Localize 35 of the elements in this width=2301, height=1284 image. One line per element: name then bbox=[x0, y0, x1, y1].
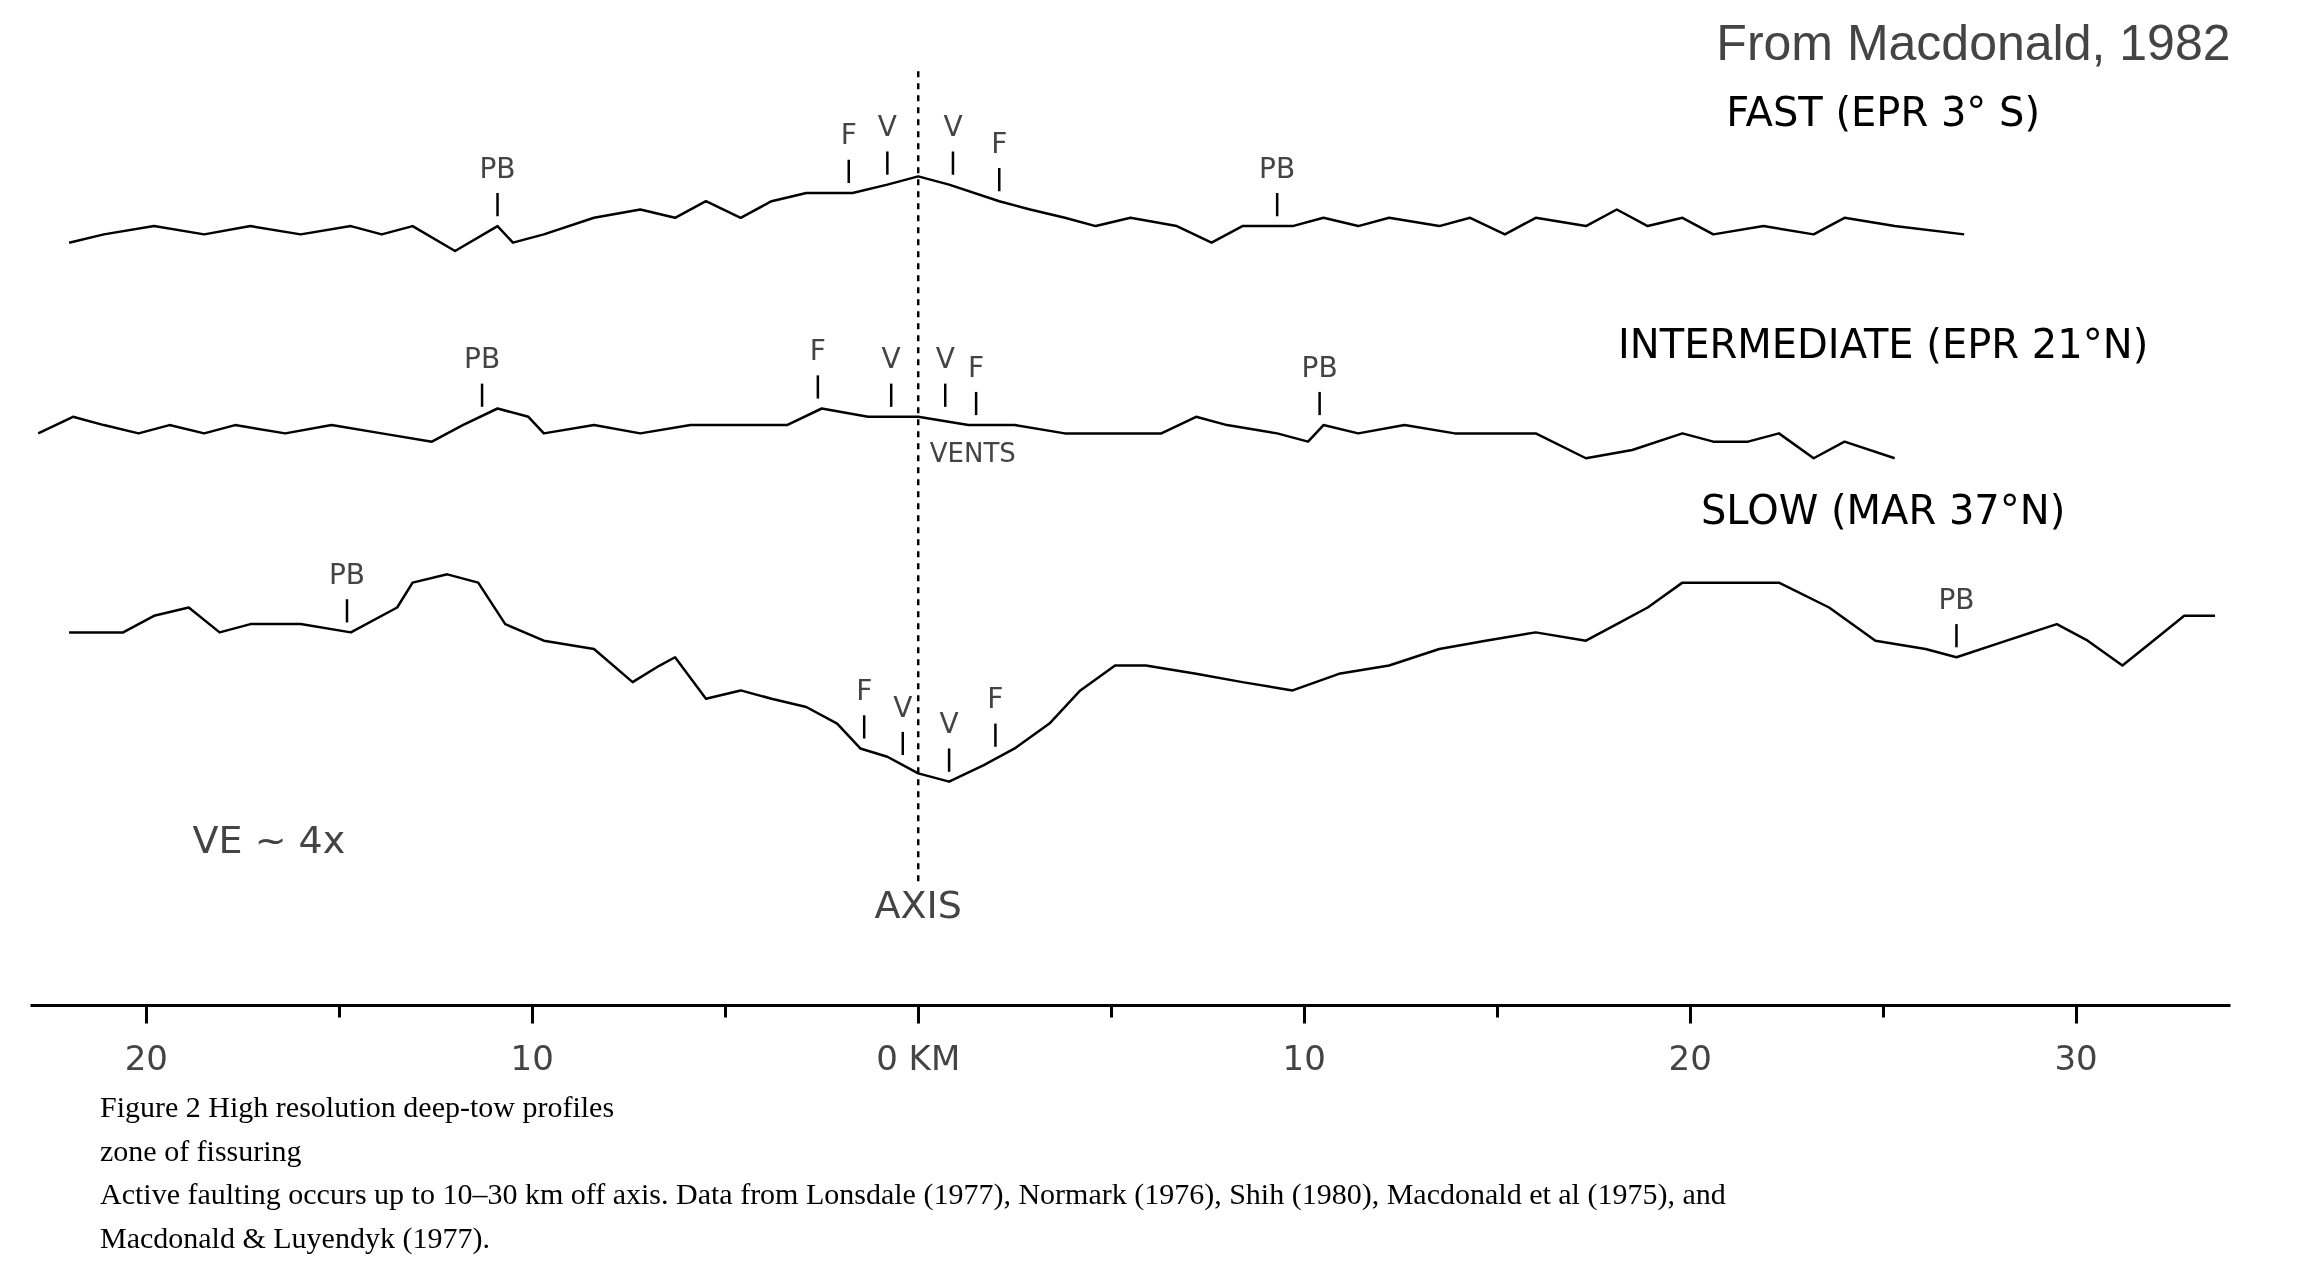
ref-line-label: AXIS bbox=[874, 882, 962, 927]
text: INTERMEDIATE (EPR 21°N) bbox=[1618, 321, 2149, 368]
x-tick-label: 10 bbox=[1282, 1037, 1326, 1078]
x-tick-label: 30 bbox=[2054, 1037, 2098, 1078]
caption: Figure 2 High resolution deep-tow profiles bbox=[100, 1090, 615, 1123]
x-tick-label: 10 bbox=[510, 1037, 554, 1078]
annotation: PB bbox=[1259, 151, 1296, 185]
annotation: V bbox=[877, 110, 897, 144]
annotation: F bbox=[809, 334, 826, 368]
annotation: PB bbox=[479, 151, 516, 185]
annotation: VE ~ 4x bbox=[192, 817, 346, 862]
annotation: V bbox=[935, 342, 955, 376]
text: Macdonald & Luyendyk (1977). bbox=[100, 1220, 490, 1254]
annotation: V bbox=[939, 707, 959, 741]
annotation: F bbox=[856, 674, 873, 707]
text: FAST (EPR 3° S) bbox=[1726, 88, 2041, 135]
text: Active faulting occurs up to 10–30 km off axis. Data from Lonsdale (1977), Normark (1976), Shih (1980), Macdonald et al (1975), and bbox=[100, 1177, 1726, 1210]
x-tick-label: 20 bbox=[1668, 1037, 1712, 1078]
annotation: PB bbox=[464, 342, 501, 376]
text: From Macdonald, 1982 bbox=[1716, 14, 2231, 71]
annotation: VENTS bbox=[929, 437, 1016, 468]
x-tick-label: 20 bbox=[124, 1037, 168, 1078]
x-tick-label: 0 KM bbox=[876, 1037, 961, 1078]
annotation: V bbox=[893, 690, 913, 724]
annotation: PB bbox=[328, 557, 366, 591]
annotation: V bbox=[943, 110, 963, 144]
annotation: F bbox=[840, 118, 857, 152]
annotation: PB bbox=[1938, 582, 1975, 616]
annotation: F bbox=[991, 126, 1008, 160]
text: zone of fissuring bbox=[100, 1133, 302, 1167]
series-label: SLOW (MAR 37°N) bbox=[1700, 486, 2066, 533]
annotation: PB bbox=[1301, 350, 1338, 384]
annotation: F bbox=[987, 682, 1004, 716]
annotation: V bbox=[881, 342, 901, 376]
annotation: F bbox=[968, 350, 985, 384]
